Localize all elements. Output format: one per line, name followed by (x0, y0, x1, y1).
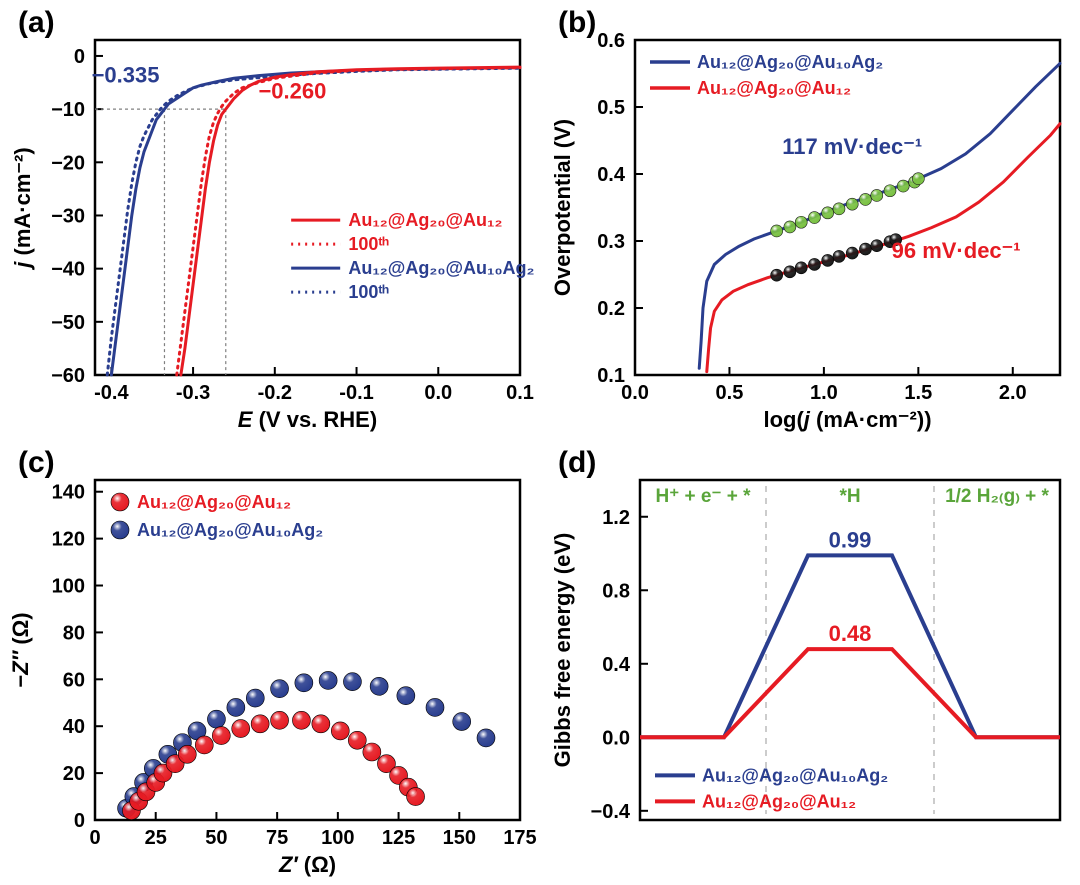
svg-text:-0.3: -0.3 (176, 382, 210, 404)
svg-text:H⁺ + e⁻ + *: H⁺ + e⁻ + * (655, 486, 751, 507)
svg-text:0.5: 0.5 (597, 97, 625, 119)
svg-text:Au₁₂@Ag₂₀@Au₁₀Ag₂: Au₁₂@Ag₂₀@Au₁₀Ag₂ (137, 520, 323, 540)
panel-d-label: (d) (558, 446, 596, 480)
svg-text:40: 40 (63, 716, 85, 738)
svg-text:Z′ (Ω): Z′ (Ω) (278, 852, 336, 877)
svg-text:140: 140 (52, 482, 85, 504)
svg-text:-0.1: -0.1 (339, 382, 373, 404)
svg-text:0.8: 0.8 (602, 580, 630, 602)
panel-d-svg: −0.4 0.0 0.4 0.8 1.2 Gibbs free energy (eV) 0.… (540, 440, 1080, 885)
svg-text:0.1: 0.1 (597, 365, 625, 387)
svg-text:Au₁₂@Ag₂₀@Au₁₂: Au₁₂@Ag₂₀@Au₁₂ (697, 78, 851, 98)
svg-text:0.4: 0.4 (602, 654, 631, 676)
panel-a: (a) -0.4 -0.3 -0.2 -0.1 0.0 0.1 −60 −50 −40 −30 −2… (0, 0, 540, 440)
svg-text:0: 0 (89, 827, 100, 849)
svg-text:-0.4: -0.4 (94, 382, 129, 404)
panel-c-svg: 0 25 50 75 100 125 150 175 0 20 40 60 80 100 120 140 −Z″… (0, 440, 540, 885)
svg-text:1.5: 1.5 (904, 382, 932, 404)
svg-text:−0.260: −0.260 (258, 78, 326, 103)
svg-text:Au₁₂@Ag₂₀@Au₁₀Ag₂: Au₁₂@Ag₂₀@Au₁₀Ag₂ (348, 258, 534, 278)
svg-text:−0.335: −0.335 (92, 63, 160, 88)
svg-text:Au₁₂@Ag₂₀@Au₁₀Ag₂: Au₁₂@Ag₂₀@Au₁₀Ag₂ (697, 52, 883, 72)
panel-b-label: (b) (558, 6, 596, 40)
svg-text:Au₁₂@Ag₂₀@Au₁₂: Au₁₂@Ag₂₀@Au₁₂ (348, 210, 502, 230)
svg-text:log(j (mA·cm⁻²)): log(j (mA·cm⁻²)) (763, 407, 931, 432)
svg-text:1.0: 1.0 (810, 382, 838, 404)
svg-text:−60: −60 (51, 365, 85, 387)
svg-text:0.5: 0.5 (716, 382, 744, 404)
svg-text:Au₁₂@Ag₂₀@Au₁₂: Au₁₂@Ag₂₀@Au₁₂ (702, 791, 856, 811)
svg-text:−Z″ (Ω): −Z″ (Ω) (8, 612, 33, 687)
svg-text:25: 25 (145, 827, 167, 849)
svg-text:0: 0 (74, 46, 85, 68)
svg-text:0.99: 0.99 (829, 527, 872, 552)
svg-text:Au₁₂@Ag₂₀@Au₁₀Ag₂: Au₁₂@Ag₂₀@Au₁₀Ag₂ (702, 765, 888, 785)
svg-text:75: 75 (266, 827, 288, 849)
panel-d: (d) −0.4 0.0 0.4 0.8 1.2 Gibbs free energy (e… (540, 440, 1080, 885)
svg-text:0.2: 0.2 (597, 298, 625, 320)
svg-text:Gibbs free energy (eV): Gibbs free energy (eV) (550, 533, 575, 768)
svg-text:−0.4: −0.4 (591, 801, 631, 823)
svg-text:Au₁₂@Ag₂₀@Au₁₂: Au₁₂@Ag₂₀@Au₁₂ (137, 492, 291, 512)
svg-text:100ᵗʰ: 100ᵗʰ (348, 234, 389, 254)
svg-text:100ᵗʰ: 100ᵗʰ (348, 282, 389, 302)
svg-text:100: 100 (52, 576, 85, 598)
svg-text:0: 0 (74, 810, 85, 832)
svg-text:−30: −30 (51, 205, 85, 227)
svg-text:0.1: 0.1 (506, 382, 534, 404)
svg-text:−10: −10 (51, 99, 85, 121)
svg-text:*H: *H (839, 486, 860, 507)
svg-text:-0.2: -0.2 (258, 382, 292, 404)
svg-text:175: 175 (503, 827, 536, 849)
svg-text:120: 120 (52, 529, 85, 551)
svg-text:125: 125 (382, 827, 415, 849)
svg-text:2.0: 2.0 (999, 382, 1027, 404)
svg-text:0.0: 0.0 (621, 382, 649, 404)
svg-text:E (V vs. RHE): E (V vs. RHE) (238, 407, 377, 432)
svg-text:20: 20 (63, 763, 85, 785)
svg-text:96 mV·dec⁻¹: 96 mV·dec⁻¹ (892, 238, 1021, 263)
panel-a-svg: -0.4 -0.3 -0.2 -0.1 0.0 0.1 −60 −50 −40 −30 −20 −10… (0, 0, 540, 440)
svg-text:Overpotential (V): Overpotential (V) (550, 119, 575, 296)
panel-a-label: (a) (18, 6, 55, 40)
svg-text:j (mA·cm⁻²): j (mA·cm⁻²) (10, 147, 35, 270)
svg-text:0.4: 0.4 (597, 164, 626, 186)
svg-text:−50: −50 (51, 312, 85, 334)
svg-text:0.0: 0.0 (424, 382, 452, 404)
svg-text:0.48: 0.48 (829, 621, 872, 646)
panel-c-label: (c) (18, 446, 55, 480)
svg-text:1.2: 1.2 (602, 507, 630, 529)
svg-text:1/2 H₂₍g₎ + *: 1/2 H₂₍g₎ + * (945, 486, 1049, 507)
panel-b: (b) 0.0 0.5 1.0 1.5 2.0 0.1 0.2 0.3 0.4 0.5 0.6 Ove… (540, 0, 1080, 440)
svg-text:0.0: 0.0 (602, 727, 630, 749)
panel-c: (c) 0 25 50 75 100 125 150 175 0 20 40 60 80 100 120 14… (0, 440, 540, 885)
svg-text:0.3: 0.3 (597, 231, 625, 253)
panel-b-svg: 0.0 0.5 1.0 1.5 2.0 0.1 0.2 0.3 0.4 0.5 0.6 Overpot… (540, 0, 1080, 440)
svg-text:−40: −40 (51, 259, 85, 281)
svg-text:0.6: 0.6 (597, 30, 625, 52)
svg-text:150: 150 (443, 827, 476, 849)
svg-text:60: 60 (63, 669, 85, 691)
chart-grid: (a) -0.4-0.3-0.2-0.10.00.1−60−50−40−30−2… (0, 0, 1080, 885)
svg-text:−20: −20 (51, 152, 85, 174)
svg-text:117 mV·dec⁻¹: 117 mV·dec⁻¹ (782, 134, 922, 159)
svg-text:50: 50 (205, 827, 227, 849)
svg-text:100: 100 (321, 827, 354, 849)
svg-text:80: 80 (63, 622, 85, 644)
